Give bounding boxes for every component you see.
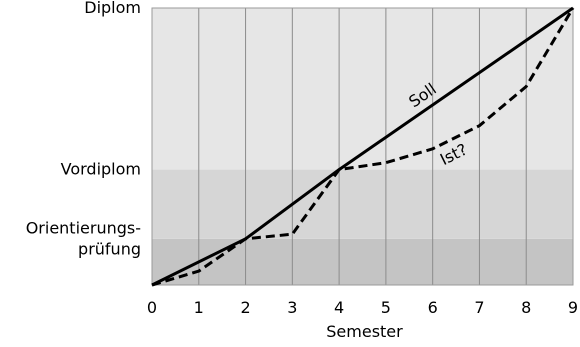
x-tick-label-4: 4 [334, 298, 344, 317]
x-tick-label-8: 8 [521, 298, 531, 317]
y-level-label-orientierung-1: prüfung [78, 239, 141, 258]
vertical-gridlines [198, 8, 527, 285]
x-tick-label-5: 5 [381, 298, 391, 317]
x-tick-label-2: 2 [240, 298, 250, 317]
series-line-1 [151, 7, 575, 287]
series-layer [151, 6, 575, 287]
y-axis-labels: Orientierungs-prüfung Vordiplom Diplom [26, 0, 141, 258]
background-bands [152, 8, 573, 285]
x-axis-label: Semester [326, 322, 403, 341]
x-tick-label-3: 3 [287, 298, 297, 317]
x-tick-label-9: 9 [568, 298, 578, 317]
y-level-label-vordiplom-0: Vordiplom [61, 160, 141, 179]
plot-frame [151, 7, 574, 286]
band-0 [152, 238, 573, 285]
y-level-label-diplom-0: Diplom [84, 0, 141, 17]
band-2 [152, 8, 573, 170]
x-tick-label-0: 0 [147, 298, 157, 317]
x-tick-label-6: 6 [428, 298, 438, 317]
x-tick-label-7: 7 [474, 298, 484, 317]
band-1 [152, 169, 573, 239]
x-axis-tick-labels: 0 1 2 3 4 5 6 7 8 9 [147, 298, 578, 317]
y-level-label-orientierung-0: Orientierungs- [26, 218, 141, 237]
series-line-0 [151, 6, 574, 287]
x-tick-label-1: 1 [194, 298, 204, 317]
